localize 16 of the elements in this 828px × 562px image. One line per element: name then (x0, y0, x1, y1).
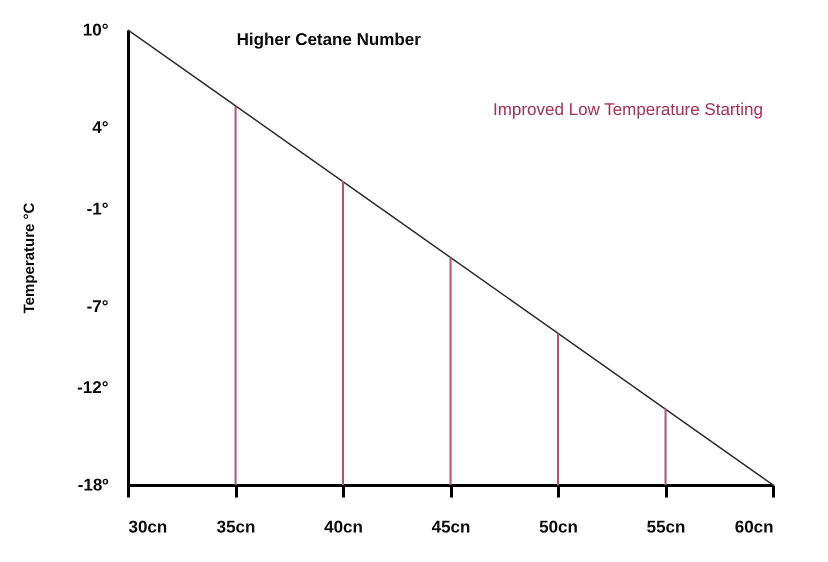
x-tick-label: 45cn (432, 518, 470, 536)
y-tick-label: -18º (78, 476, 108, 494)
x-tick-label: 35cn (216, 518, 256, 536)
annotation: Improved Low Temperature Starting (493, 100, 763, 119)
y-tick-label: -12° (77, 378, 109, 397)
x-tick-label: 55cn (646, 518, 686, 536)
chart-title: Higher Cetane Number (236, 30, 422, 49)
y-tick-label: 10° (82, 20, 109, 40)
y-tick-label: 4° (92, 118, 109, 137)
x-tick-label: 40cn (324, 518, 363, 536)
y-axis-title: Temperature °C (21, 202, 38, 314)
x-tick-label: 30cn (128, 518, 168, 536)
y-tick-label: -7° (86, 296, 109, 316)
y-tick-label: -1° (86, 199, 109, 218)
x-tick-label: 50cn (539, 518, 578, 536)
x-tick-label: 60cn (734, 518, 774, 536)
